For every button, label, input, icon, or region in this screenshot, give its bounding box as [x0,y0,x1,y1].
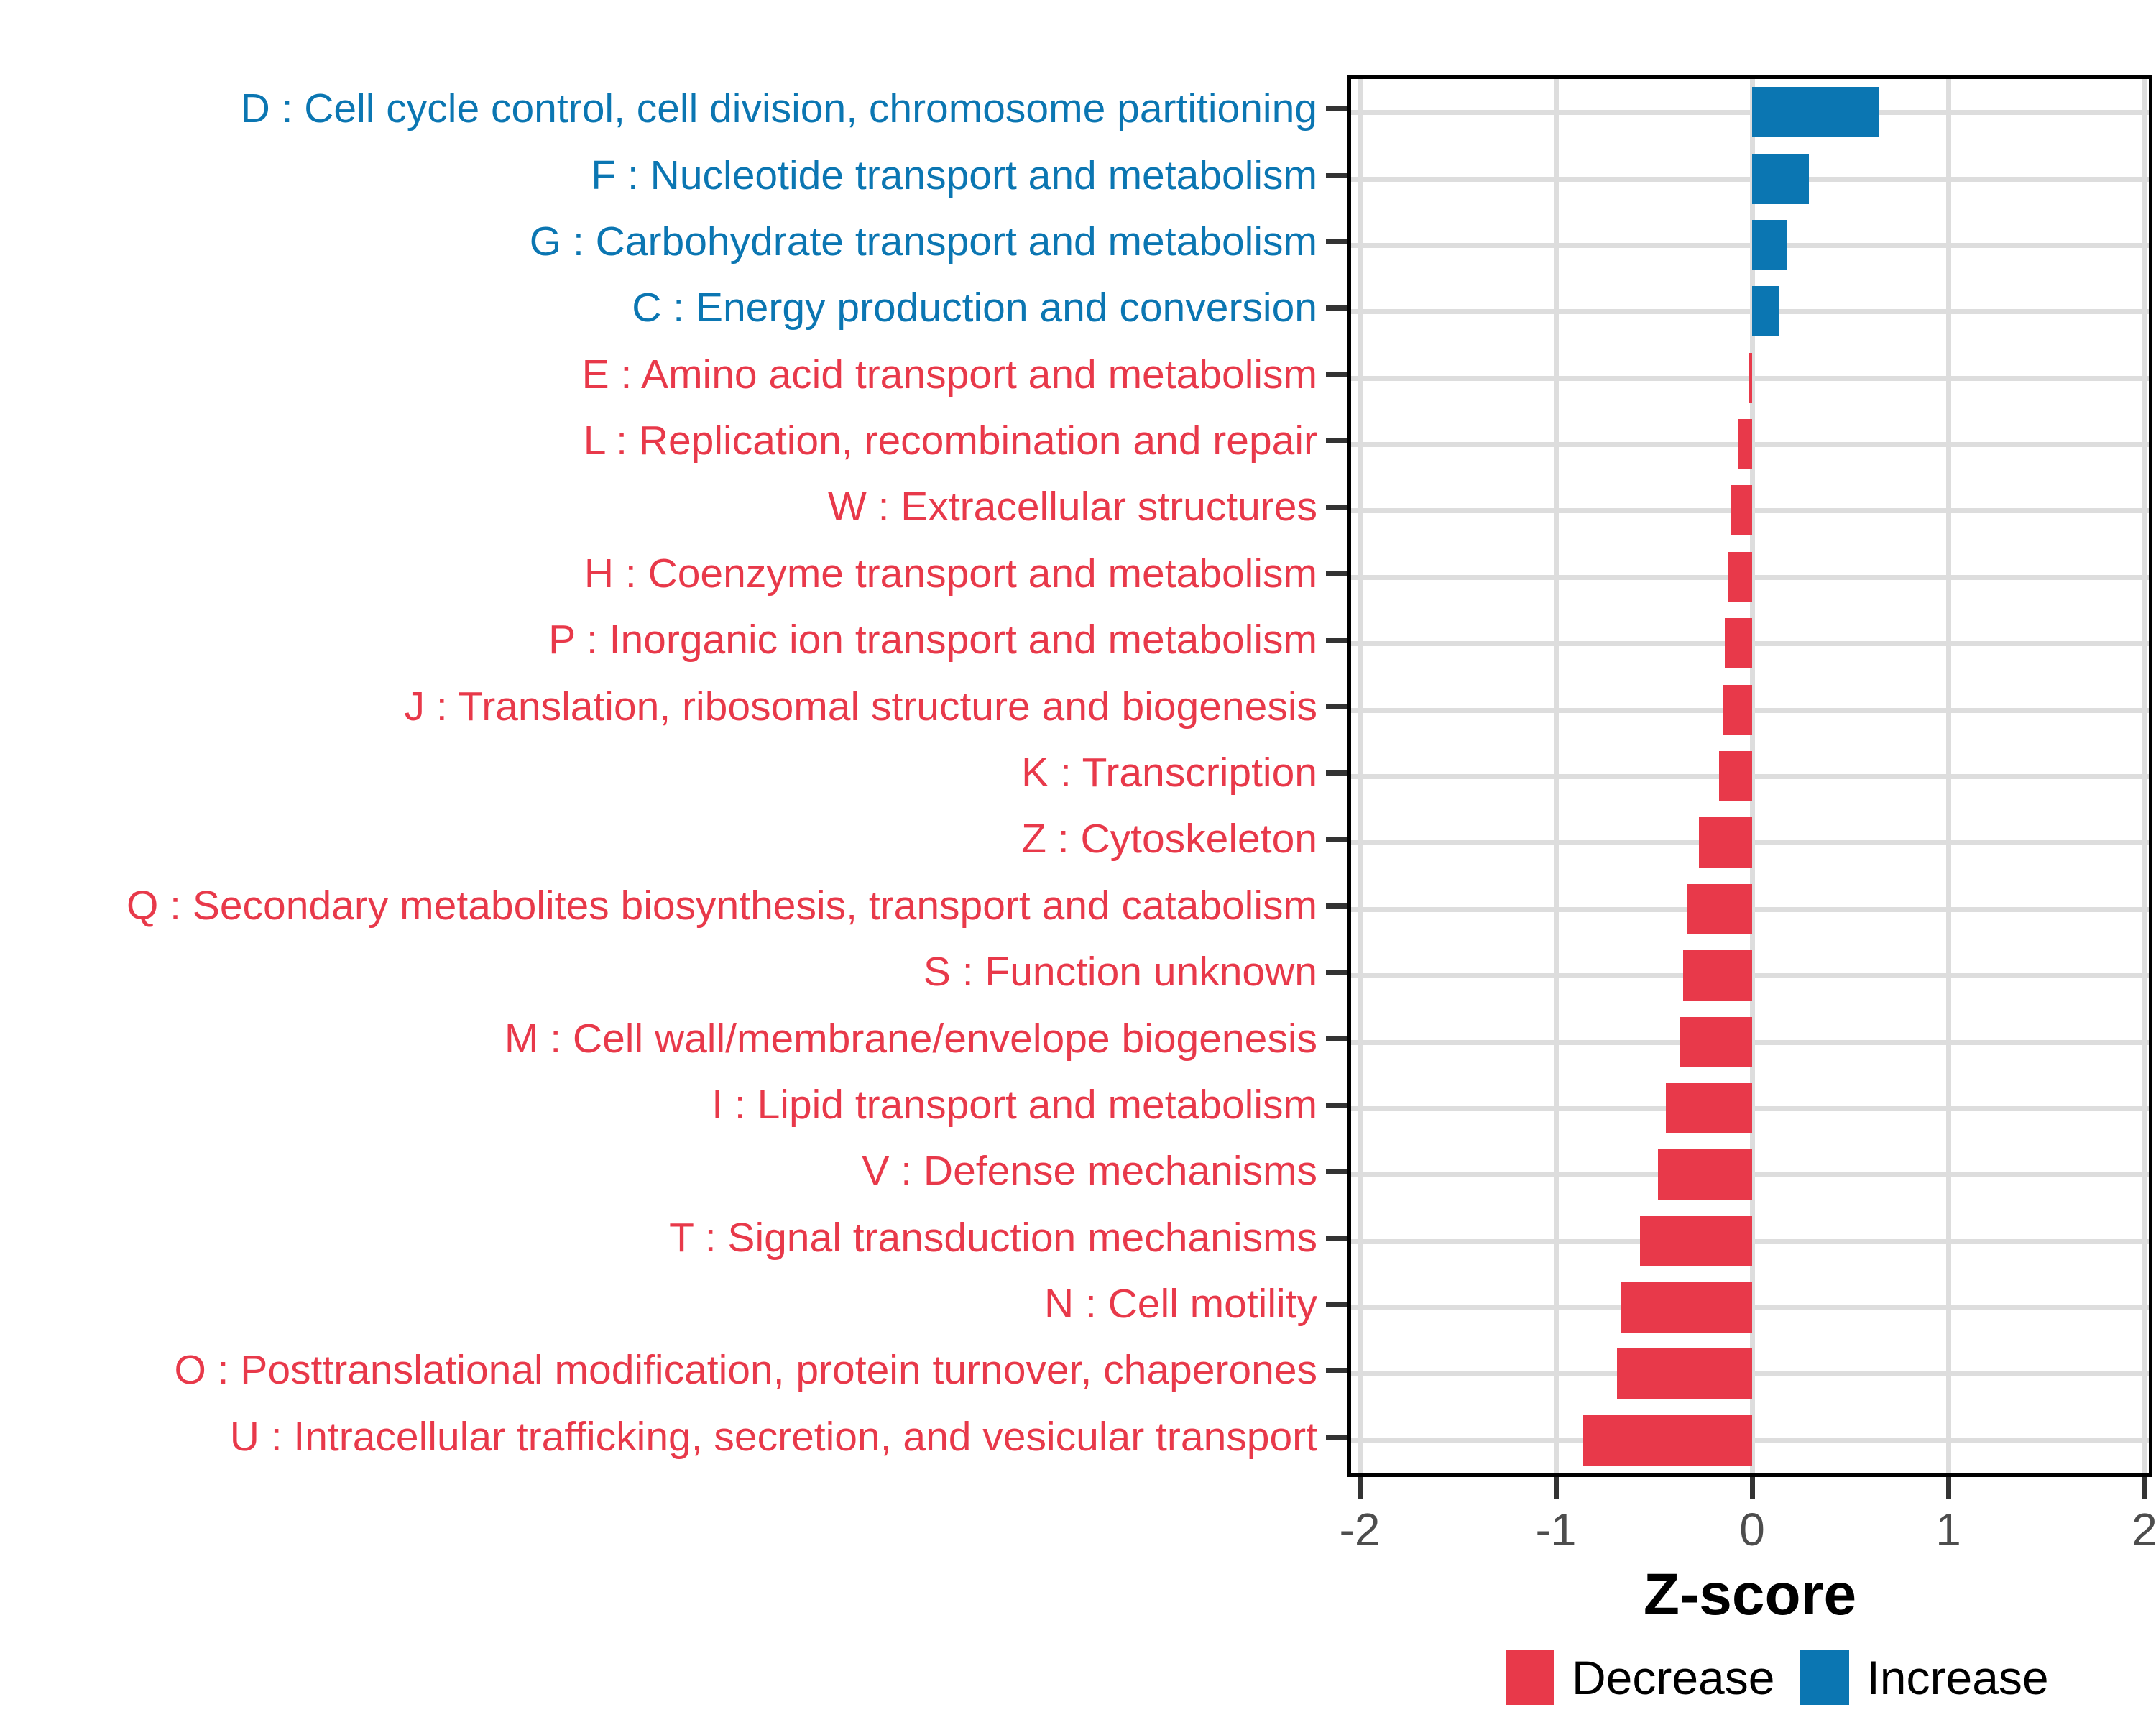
bar-E [1749,352,1752,403]
x-tick-label: 1 [1935,1504,1961,1555]
y-gridline [1351,176,2149,182]
category-label-C: C : Energy production and conversion [632,285,1317,331]
y-tick [1326,1169,1348,1174]
category-label-Z: Z : Cytoskeleton [1021,816,1317,862]
x-tick [1946,1477,1951,1499]
legend: Decrease Increase [1506,1650,2049,1705]
category-label-E: E : Amino acid transport and metabolism [581,351,1317,397]
y-tick [1326,970,1348,975]
category-label-O: O : Posttranslational modification, prot… [174,1347,1317,1394]
bar-Z [1699,817,1752,868]
y-gridline [1351,309,2149,315]
bar-T [1640,1215,1752,1266]
category-label-J: J : Translation, ribosomal structure and… [404,683,1317,730]
x-tick-label: 0 [1739,1504,1765,1555]
y-tick [1326,1368,1348,1374]
y-tick [1326,1036,1348,1041]
y-tick [1326,1434,1348,1440]
x-tick-label: -1 [1535,1504,1577,1555]
category-label-L: L : Replication, recombination and repai… [583,418,1317,464]
legend-swatch-increase [1800,1650,1850,1705]
category-label-U: U : Intracellular trafficking, secretion… [229,1413,1317,1460]
legend-item-increase: Increase [1800,1650,2049,1705]
x-tick [1750,1477,1755,1499]
bar-N [1621,1282,1752,1333]
x-tick-label: -2 [1339,1504,1381,1555]
bar-C [1752,286,1780,337]
category-label-M: M : Cell wall/membrane/envelope biogenes… [504,1015,1317,1062]
y-tick [1326,638,1348,643]
category-label-N: N : Cell motility [1044,1281,1317,1328]
bar-D [1752,87,1880,138]
plot-panel [1348,75,2152,1477]
category-label-P: P : Inorganic ion transport and metaboli… [548,617,1317,663]
category-label-V: V : Defense mechanisms [862,1148,1317,1195]
bar-W [1730,485,1752,536]
y-tick [1326,438,1348,444]
category-label-S: S : Function unknown [923,949,1317,995]
bar-I [1665,1082,1752,1133]
category-label-H: H : Coenzyme transport and metabolism [584,550,1317,597]
legend-label: Increase [1866,1651,2049,1704]
bar-J [1723,684,1752,735]
y-tick [1326,172,1348,178]
bar-O [1616,1348,1752,1399]
legend-item-decrease: Decrease [1506,1650,1774,1705]
category-label-W: W : Extracellular structures [828,484,1317,530]
bar-U [1583,1414,1752,1466]
y-tick [1326,903,1348,908]
y-tick [1326,305,1348,311]
category-label-T: T : Signal transduction mechanisms [669,1214,1317,1261]
category-label-I: I : Lipid transport and metabolism [711,1081,1317,1128]
y-tick [1326,505,1348,510]
legend-swatch-decrease [1506,1650,1554,1705]
y-gridline [1351,110,2149,116]
y-tick [1326,106,1348,112]
x-axis-title: Z-score [1643,1562,1857,1627]
bar-G [1752,219,1788,270]
bar-H [1728,551,1752,602]
bar-Q [1687,883,1752,934]
category-label-K: K : Transcription [1021,750,1317,796]
bar-F [1752,153,1810,204]
y-tick [1326,837,1348,842]
x-tick [1358,1477,1363,1499]
x-tick [1554,1477,1559,1499]
y-tick [1326,704,1348,709]
category-label-F: F : Nucleotide transport and metabolism [591,152,1317,198]
bar-M [1679,1016,1752,1067]
category-label-D: D : Cell cycle control, cell division, c… [240,86,1317,132]
y-gridline [1351,242,2149,248]
y-tick [1326,1235,1348,1241]
category-label-Q: Q : Secondary metabolites biosynthesis, … [126,882,1317,929]
bar-V [1657,1149,1752,1200]
y-tick [1326,239,1348,244]
y-tick [1326,571,1348,576]
y-tick [1326,1102,1348,1108]
x-tick [2142,1477,2147,1499]
bar-K [1718,751,1752,801]
x-tick-label: 2 [2132,1504,2156,1555]
legend-label: Decrease [1572,1651,1775,1704]
bar-S [1683,950,1752,1001]
y-tick [1326,1302,1348,1307]
bar-L [1738,419,1752,470]
category-label-G: G : Carbohydrate transport and metabolis… [529,218,1317,264]
bar-P [1724,618,1752,669]
y-tick [1326,770,1348,776]
y-tick [1326,372,1348,377]
